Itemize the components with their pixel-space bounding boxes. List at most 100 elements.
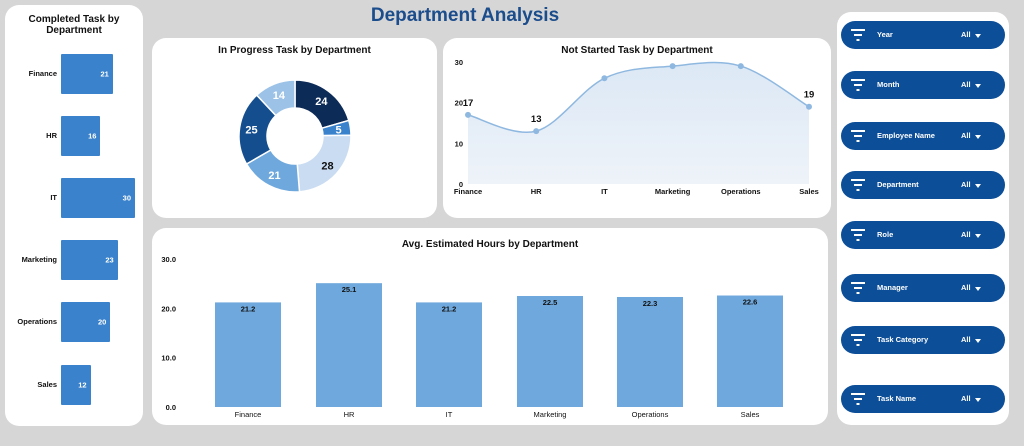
chevron-down-icon — [975, 34, 981, 38]
filter-task-category[interactable]: Task Category All — [841, 326, 1005, 354]
filter-value: All — [961, 283, 971, 292]
filter-icon — [851, 229, 865, 241]
in-progress-panel: In Progress Task by Department 24 5 28 21 25… — [152, 38, 437, 218]
filter-icon — [851, 393, 865, 405]
not-started-panel: Not Started Task by Department 0 10 20 30 Fi… — [443, 38, 831, 218]
page-title: Department Analysis — [370, 5, 560, 26]
area-x-tick: Marketing — [655, 187, 691, 196]
filter-value: All — [961, 230, 971, 239]
not-started-title: Not Started Task by Department — [561, 45, 713, 56]
completed-category-label: IT — [50, 193, 57, 202]
filter-value: All — [961, 394, 971, 403]
area-x-tick: IT — [601, 187, 608, 196]
filter-icon — [851, 29, 865, 41]
completed-bar-finance[interactable]: 21 — [61, 54, 113, 94]
area-point-sales[interactable] — [806, 103, 812, 110]
not-started-area-chart: 0 10 20 30 Finance 17 HR 13 IT Marketing Operation… — [454, 58, 819, 196]
filter-label: Task Category — [877, 335, 929, 344]
avg-y-tick: 20.0 — [161, 304, 176, 313]
donut-slice-label: 5 — [335, 125, 341, 137]
filter-value: All — [961, 131, 971, 140]
filter-month[interactable]: Month All — [841, 71, 1005, 99]
filter-icon — [851, 79, 865, 91]
avg-x-tick: Finance — [235, 410, 262, 419]
filter-icon — [851, 179, 865, 191]
filter-task-name[interactable]: Task Name All — [841, 385, 1005, 413]
avg-bar-sales[interactable] — [717, 295, 783, 407]
completed-bar-value: 30 — [122, 193, 131, 203]
avg-bar-finance[interactable] — [215, 302, 281, 407]
completed-bar-row-hr: HR 16 — [5, 116, 143, 156]
avg-x-tick: Marketing — [534, 410, 567, 419]
area-x-tick: Finance — [454, 187, 482, 196]
filter-department[interactable]: Department All — [841, 171, 1005, 199]
area-data-label: 17 — [463, 98, 474, 109]
filter-label: Task Name — [877, 394, 917, 403]
filter-icon — [851, 130, 865, 142]
avg-bar-value: 22.6 — [743, 298, 758, 307]
avg-bar-hr[interactable] — [316, 283, 382, 407]
avg-bar-value: 25.1 — [342, 285, 357, 294]
area-y-tick: 0 — [459, 180, 463, 189]
area-y-tick: 30 — [455, 58, 463, 67]
area-x-tick: Operations — [721, 187, 761, 196]
in-progress-donut-chart: 24528212514FinanceHRITMarketingOperation… — [238, 79, 352, 193]
chevron-down-icon — [975, 339, 981, 343]
filter-value: All — [961, 335, 971, 344]
avg-x-tick: Operations — [632, 410, 669, 419]
area-y-tick: 20 — [455, 99, 463, 108]
filter-employee-name[interactable]: Employee Name All — [841, 122, 1005, 150]
avg-bar-value: 21.2 — [442, 304, 457, 313]
avg-bar-it[interactable] — [416, 302, 482, 407]
chevron-down-icon — [975, 135, 981, 139]
avg-bar-marketing[interactable] — [517, 296, 583, 407]
area-line — [467, 61, 810, 134]
donut-slice-label: 14 — [273, 90, 286, 102]
avg-x-tick: IT — [446, 410, 453, 419]
area-point-finance[interactable] — [465, 111, 471, 118]
donut-slice-label: 24 — [315, 96, 328, 108]
filter-year[interactable]: Year All — [841, 21, 1005, 49]
avg-bar-value: 22.3 — [643, 299, 658, 308]
chevron-down-icon — [975, 287, 981, 291]
filter-value: All — [961, 30, 971, 39]
filter-role[interactable]: Role All — [841, 221, 1005, 249]
filter-manager[interactable]: Manager All — [841, 274, 1005, 302]
filter-icon — [851, 282, 865, 294]
completed-bar-hr[interactable]: 16 — [61, 116, 101, 156]
filter-label: Employee Name — [877, 131, 935, 140]
completed-bar-row-operations: Operations 20 — [5, 302, 143, 342]
completed-category-label: Sales — [37, 380, 57, 389]
area-point-it[interactable] — [601, 75, 608, 82]
completed-bar-operations[interactable]: 20 — [61, 302, 111, 342]
avg-x-tick: HR — [344, 410, 355, 419]
chevron-down-icon — [975, 234, 981, 238]
filter-value: All — [961, 80, 971, 89]
donut-slice-label: 21 — [268, 170, 280, 182]
avg-x-tick: Sales — [741, 410, 760, 419]
completed-bar-row-it: IT 30 — [5, 178, 143, 218]
avg-y-tick: 0.0 — [166, 403, 176, 412]
area-point-marketing[interactable] — [669, 63, 676, 70]
completed-category-label: Finance — [28, 69, 57, 78]
filter-icon — [851, 334, 865, 346]
completed-category-label: HR — [46, 131, 57, 140]
donut-slice-sales[interactable] — [255, 79, 296, 117]
avg-y-tick: 10.0 — [161, 354, 176, 363]
completed-bar-row-marketing: Marketing 23 — [5, 240, 143, 280]
filter-value: All — [961, 180, 971, 189]
avg-bar-value: 22.5 — [543, 298, 558, 307]
avg-bar-operations[interactable] — [617, 296, 683, 407]
completed-bar-marketing[interactable]: 23 — [61, 240, 118, 280]
chevron-down-icon — [975, 84, 981, 88]
completed-bar-value: 20 — [97, 317, 107, 327]
filter-label: Manager — [877, 283, 908, 292]
filter-panel: Year All Month All Employee Name All Departmen… — [837, 12, 1009, 425]
area-point-operations[interactable] — [737, 63, 744, 70]
area-point-hr[interactable] — [533, 128, 540, 135]
completed-bar-value: 21 — [100, 69, 109, 79]
completed-task-panel: Completed Task by Department Finance 21 HR… — [5, 5, 143, 426]
area-x-tick: Sales — [799, 187, 819, 196]
completed-bar-sales[interactable]: 12 — [61, 365, 91, 405]
completed-bar-it[interactable]: 30 — [61, 178, 135, 218]
